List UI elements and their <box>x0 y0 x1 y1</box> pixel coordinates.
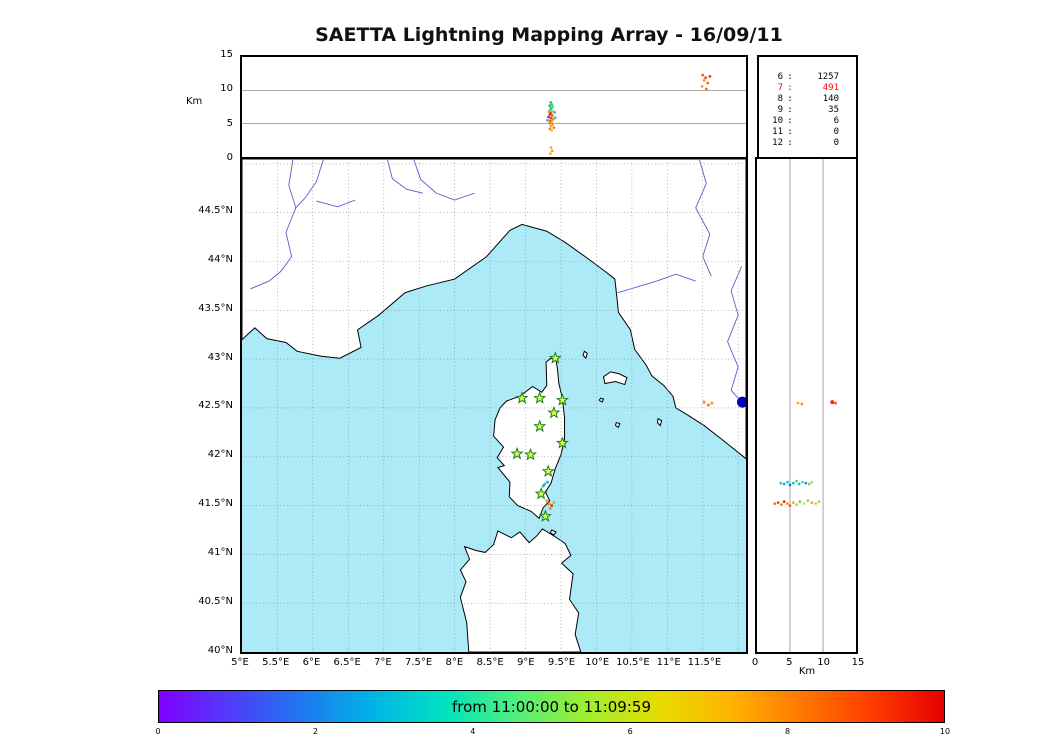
tick-label: 4 <box>470 727 476 736</box>
tick-label: 42.5°N <box>198 400 233 412</box>
tick-label: 2 <box>312 727 318 736</box>
stat-count: 0 <box>833 127 839 137</box>
station-star-marker <box>555 393 570 406</box>
stat-row-alt-8: 8: 140 <box>769 94 850 105</box>
top-panel-km-axis-label: Km <box>186 96 203 107</box>
tick-label: 5 <box>786 657 793 668</box>
stat-altitude: 12 <box>772 138 783 148</box>
tick-label: 0 <box>226 152 233 163</box>
colorbar-time-range-label: from 11:00:00 to 11:09:59 <box>451 697 651 716</box>
map-panel <box>240 157 748 654</box>
stat-colon: : <box>787 72 793 82</box>
stat-colon: : <box>787 116 793 126</box>
tick-label: 0 <box>155 727 161 736</box>
tick-label: 10.5°E <box>616 657 650 668</box>
altitude-latitude-plot <box>773 159 837 652</box>
tick-label: 6.5°E <box>333 657 361 668</box>
altitude-longitude-plot <box>242 73 746 156</box>
stat-colon: : <box>787 83 793 93</box>
stat-altitude: 10 <box>772 116 783 126</box>
altitude-latitude-panel <box>755 157 858 654</box>
stat-count: 0 <box>833 138 839 148</box>
tick-label: 9°E <box>516 657 535 668</box>
station-star-marker <box>548 351 562 364</box>
stat-row-alt-6: 6: 1257 <box>769 72 850 83</box>
figure-title: SAETTA Lightning Mapping Array - 16/09/1… <box>315 24 783 46</box>
tick-label: 6 <box>627 727 633 736</box>
tick-label: 8 <box>785 727 791 736</box>
stat-count: 35 <box>828 105 839 115</box>
tick-label: 11.5°E <box>687 657 722 668</box>
tick-label: 40°N <box>207 645 233 656</box>
stat-count: 491 <box>822 83 839 93</box>
altitude-source-counts-box: 6:1257 7:491 8:140 9:35 10:6 11:0 12:0 <box>757 55 858 159</box>
tick-label: 9.5°E <box>547 657 576 668</box>
tick-label: 10 <box>220 83 233 95</box>
tick-label: 40.5°N <box>198 596 233 608</box>
tick-label: 10 <box>817 657 831 668</box>
station-star-marker <box>547 405 561 419</box>
stat-row-alt-10: 10: 6 <box>769 116 850 127</box>
station-star-marker <box>515 391 529 404</box>
corsica-map-plot <box>242 159 746 652</box>
stat-row-alt-9: 9: 35 <box>769 105 850 116</box>
tick-label: 8°E <box>445 657 464 668</box>
tick-label: 11°E <box>656 657 681 668</box>
tick-label: 43°N <box>207 351 233 363</box>
stat-altitude: 9 <box>777 105 783 115</box>
tick-label: 7°E <box>374 657 392 668</box>
time-colorbar: from 11:00:00 to 11:09:59 <box>158 690 945 723</box>
station-star-marker <box>524 447 537 461</box>
stat-count: 140 <box>822 94 839 104</box>
station-star-marker <box>510 446 524 460</box>
tick-label: 5.5°E <box>262 657 290 668</box>
stat-colon: : <box>787 127 793 137</box>
tick-label: 10°E <box>585 657 610 668</box>
tick-label: 15 <box>851 657 865 668</box>
station-star-marker <box>541 464 555 478</box>
tick-label: 42°N <box>207 449 233 461</box>
stat-count: 1257 <box>817 72 839 82</box>
tick-label: 41.5°N <box>198 498 233 510</box>
tick-label: 44.5°N <box>198 204 233 216</box>
stat-altitude: 11 <box>772 127 783 137</box>
station-star-marker <box>533 419 547 433</box>
station-star-marker <box>538 509 552 522</box>
stat-row-alt-11: 11: 0 <box>769 127 850 138</box>
tick-label: 5 <box>226 117 233 129</box>
stat-row-alt-12: 12: 0 <box>769 138 850 149</box>
stat-row-alt-7: 7: 491 <box>769 83 850 94</box>
stat-altitude: 8 <box>777 94 783 104</box>
stat-colon: : <box>787 94 793 104</box>
stat-colon: : <box>787 138 793 148</box>
stat-count: 6 <box>833 116 839 126</box>
altitude-longitude-panel <box>240 55 748 159</box>
station-star-marker <box>555 436 569 449</box>
tick-label: 5°E <box>231 657 249 668</box>
stat-altitude: 7 <box>777 83 783 93</box>
stat-colon: : <box>787 105 793 115</box>
tick-label: 8.5°E <box>476 657 504 668</box>
tick-label: 44°N <box>207 253 233 265</box>
tick-label: 6°E <box>302 657 321 668</box>
right-panel-km-axis-label: Km <box>798 666 816 677</box>
tick-label: 15 <box>220 49 233 60</box>
tick-label: 0 <box>751 657 759 668</box>
tick-label: 41°N <box>207 547 233 559</box>
station-star-marker <box>533 391 547 404</box>
tick-label: 10 <box>939 727 951 736</box>
tick-label: 7.5°E <box>404 657 433 668</box>
tick-label: 43.5°N <box>198 302 233 314</box>
station-star-marker <box>534 486 548 500</box>
stat-altitude: 6 <box>777 72 783 82</box>
